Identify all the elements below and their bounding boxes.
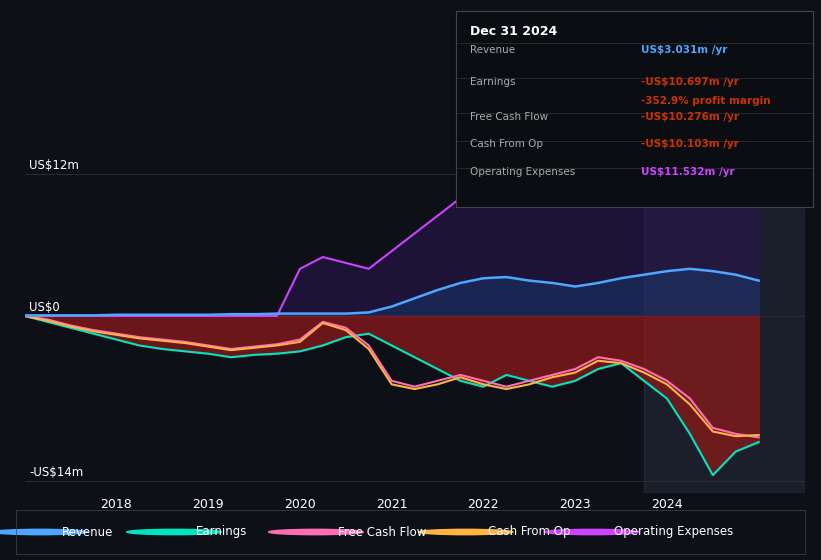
Circle shape [419,529,513,535]
Text: US$3.031m /yr: US$3.031m /yr [641,45,727,55]
Bar [644,157,805,493]
Text: -US$10.276m /yr: -US$10.276m /yr [641,112,740,122]
Text: Cash From Op: Cash From Op [488,525,571,539]
Text: Earnings: Earnings [196,525,247,539]
Text: Cash From Op: Cash From Op [470,139,543,150]
Text: US$12m: US$12m [30,159,79,172]
Text: US$0: US$0 [30,301,60,314]
Text: US$11.532m /yr: US$11.532m /yr [641,167,735,177]
Text: Operating Expenses: Operating Expenses [614,525,733,539]
Text: -352.9% profit margin: -352.9% profit margin [641,96,771,106]
Circle shape [126,529,222,535]
Circle shape [544,529,639,535]
Text: Revenue: Revenue [470,45,515,55]
Circle shape [268,529,363,535]
Text: -US$14m: -US$14m [30,466,84,479]
Text: -US$10.697m /yr: -US$10.697m /yr [641,77,739,87]
Text: Earnings: Earnings [470,77,516,87]
Text: Operating Expenses: Operating Expenses [470,167,576,177]
Circle shape [0,529,87,535]
Text: Dec 31 2024: Dec 31 2024 [470,25,557,38]
Text: -US$10.103m /yr: -US$10.103m /yr [641,139,739,150]
Text: Free Cash Flow: Free Cash Flow [338,525,426,539]
Text: Free Cash Flow: Free Cash Flow [470,112,548,122]
Text: Revenue: Revenue [62,525,113,539]
